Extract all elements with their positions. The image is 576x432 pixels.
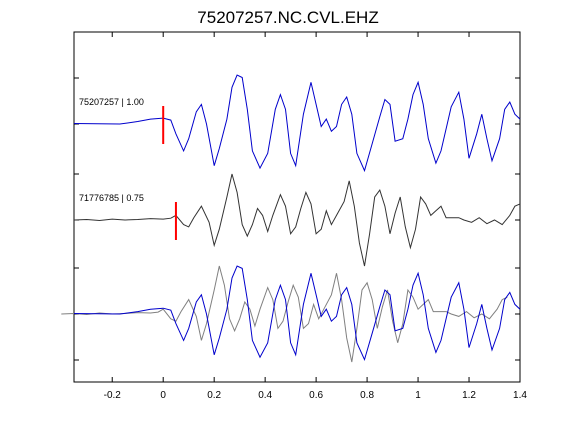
overlay-line-2 [61, 265, 508, 363]
trace-label-2: 71776785 | 0.75 [79, 193, 144, 203]
trace-group [61, 74, 521, 363]
trace-label-1: 75207257 | 1.00 [79, 97, 144, 107]
plot-frame [73, 31, 521, 383]
x-tick-label: 1.4 [513, 390, 527, 401]
x-tick-label: -0.2 [104, 390, 122, 401]
trace-labels: 75207257 | 1.00 71776785 | 0.75 [79, 97, 144, 203]
overlay-line-1 [73, 265, 521, 362]
x-tick-label: 1.2 [462, 390, 476, 401]
x-tick-label: 0.4 [258, 390, 272, 401]
x-tick-label: 0.8 [360, 390, 374, 401]
x-tick-label: 0 [160, 390, 166, 401]
x-tick-label: 1 [415, 390, 421, 401]
x-tick-label: 0.6 [309, 390, 323, 401]
x-tick-label: 0.2 [207, 390, 221, 401]
chart-title: 75207257.NC.CVL.EHZ [197, 8, 378, 27]
trace-line-2 [73, 173, 521, 267]
x-tick-labels: -0.2 0 0.2 0.4 0.6 0.8 1 1.2 1.4 [104, 390, 528, 401]
trace-line-1 [73, 74, 521, 173]
title-text: 75207257.NC.CVL.EHZ [197, 8, 378, 27]
